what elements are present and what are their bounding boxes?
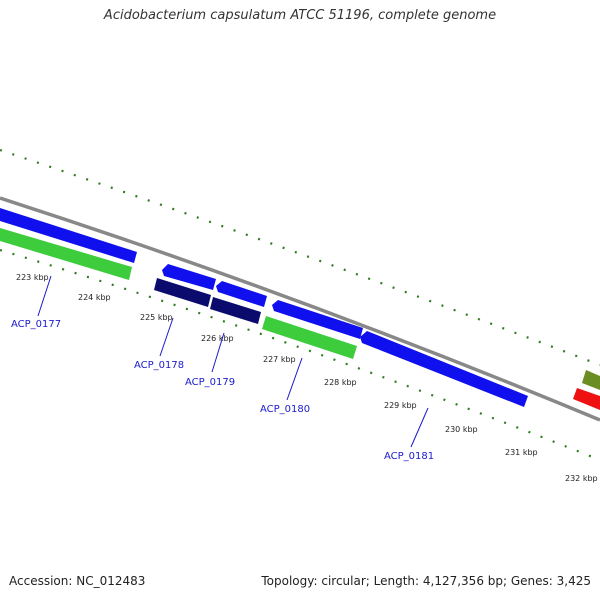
map-title: Acidobacterium capsulatum ATCC 51196, co… [103, 8, 497, 23]
genome-backbone [0, 196, 600, 422]
scale-label: 227 kbp [263, 355, 296, 364]
scale-label: 224 kbp [78, 293, 111, 302]
gene-arrow-blue[interactable] [162, 264, 216, 290]
leader-line [286, 357, 303, 401]
gene-arrow-blue[interactable] [216, 281, 267, 307]
gene-arrow-red[interactable] [573, 388, 600, 410]
scale-label: 226 kbp [201, 334, 234, 343]
outer-tick-track [0, 148, 600, 367]
gene-arrow-navy[interactable] [154, 278, 211, 307]
scale-label: 230 kbp [445, 425, 478, 434]
inner-scale-track [0, 248, 600, 462]
gene-arrow-navy[interactable] [210, 297, 261, 324]
gene-arrow-blue[interactable] [272, 300, 363, 339]
scale-label: 232 kbp [565, 474, 598, 483]
scale-label: 231 kbp [505, 448, 538, 457]
gene-label[interactable]: ACP_0177 [11, 319, 61, 330]
leader-line [410, 407, 429, 448]
gene-label[interactable]: ACP_0181 [384, 451, 434, 462]
scale-label: 228 kbp [324, 378, 357, 387]
gene-label[interactable]: ACP_0178 [134, 360, 184, 371]
gene-label[interactable]: ACP_0180 [260, 404, 310, 415]
gene-arrow-green[interactable] [262, 316, 357, 359]
leader-line [211, 332, 225, 373]
leader-line [159, 317, 174, 357]
gene-label[interactable]: ACP_0179 [185, 377, 235, 388]
scale-label: 225 kbp [140, 313, 173, 322]
leader-line [37, 275, 52, 317]
scale-label: 229 kbp [384, 401, 417, 410]
scale-label: 223 kbp [16, 273, 49, 282]
accession-label: Accession: NC_012483 [9, 574, 146, 588]
gene-arrow-blue[interactable] [360, 331, 528, 407]
gene-arrow-blue[interactable] [0, 208, 137, 263]
genome-summary: Topology: circular; Length: 4,127,356 bp… [261, 574, 591, 588]
gene-arrow-green[interactable] [0, 228, 132, 280]
gene-arrow-olive[interactable] [582, 370, 600, 390]
